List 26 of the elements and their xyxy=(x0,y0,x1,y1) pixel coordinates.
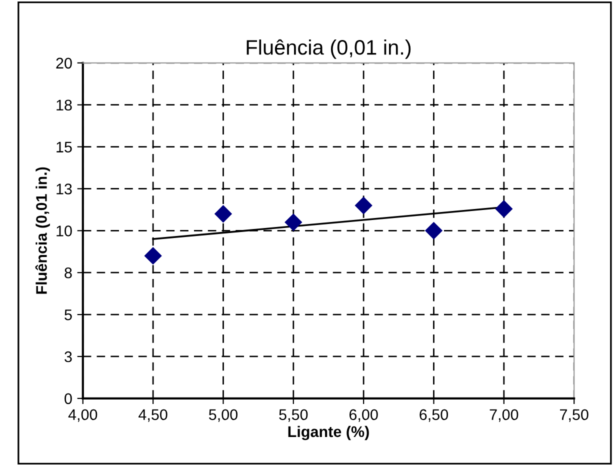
point xyxy=(214,205,232,222)
point xyxy=(284,214,302,231)
x-tick-label: 7,50 xyxy=(560,409,588,422)
x-tick-label: 6,50 xyxy=(420,409,448,422)
chart-title: Fluência (0,01 in.) xyxy=(246,39,411,59)
y-tick-label: 10 xyxy=(56,226,72,236)
y-tick-label: 0 xyxy=(64,393,72,404)
x-tick-label: 4,00 xyxy=(68,409,98,422)
x-tick-label: 5,50 xyxy=(279,409,308,422)
x-tick-label: 7,00 xyxy=(490,409,518,422)
y-tick-label: 3 xyxy=(64,351,72,362)
x-axis-title: Ligante (%) xyxy=(288,426,369,440)
y-tick-label: 20 xyxy=(56,58,72,69)
x-tick-label: 4,50 xyxy=(138,409,168,422)
y-tick-label: 5 xyxy=(64,310,72,320)
y-tick-label: 18 xyxy=(56,100,72,111)
point xyxy=(144,247,162,264)
x-tick-label: 5,00 xyxy=(208,409,238,422)
y-tick-label: 8 xyxy=(64,267,72,278)
y-tick-label: 15 xyxy=(56,142,72,152)
x-tick-label: 6,00 xyxy=(349,409,378,422)
point xyxy=(495,200,512,218)
point xyxy=(355,196,372,214)
y-axis-title: Fluência (0,01 in.) xyxy=(35,167,50,294)
point xyxy=(425,222,442,240)
y-tick-label: 13 xyxy=(56,184,72,194)
